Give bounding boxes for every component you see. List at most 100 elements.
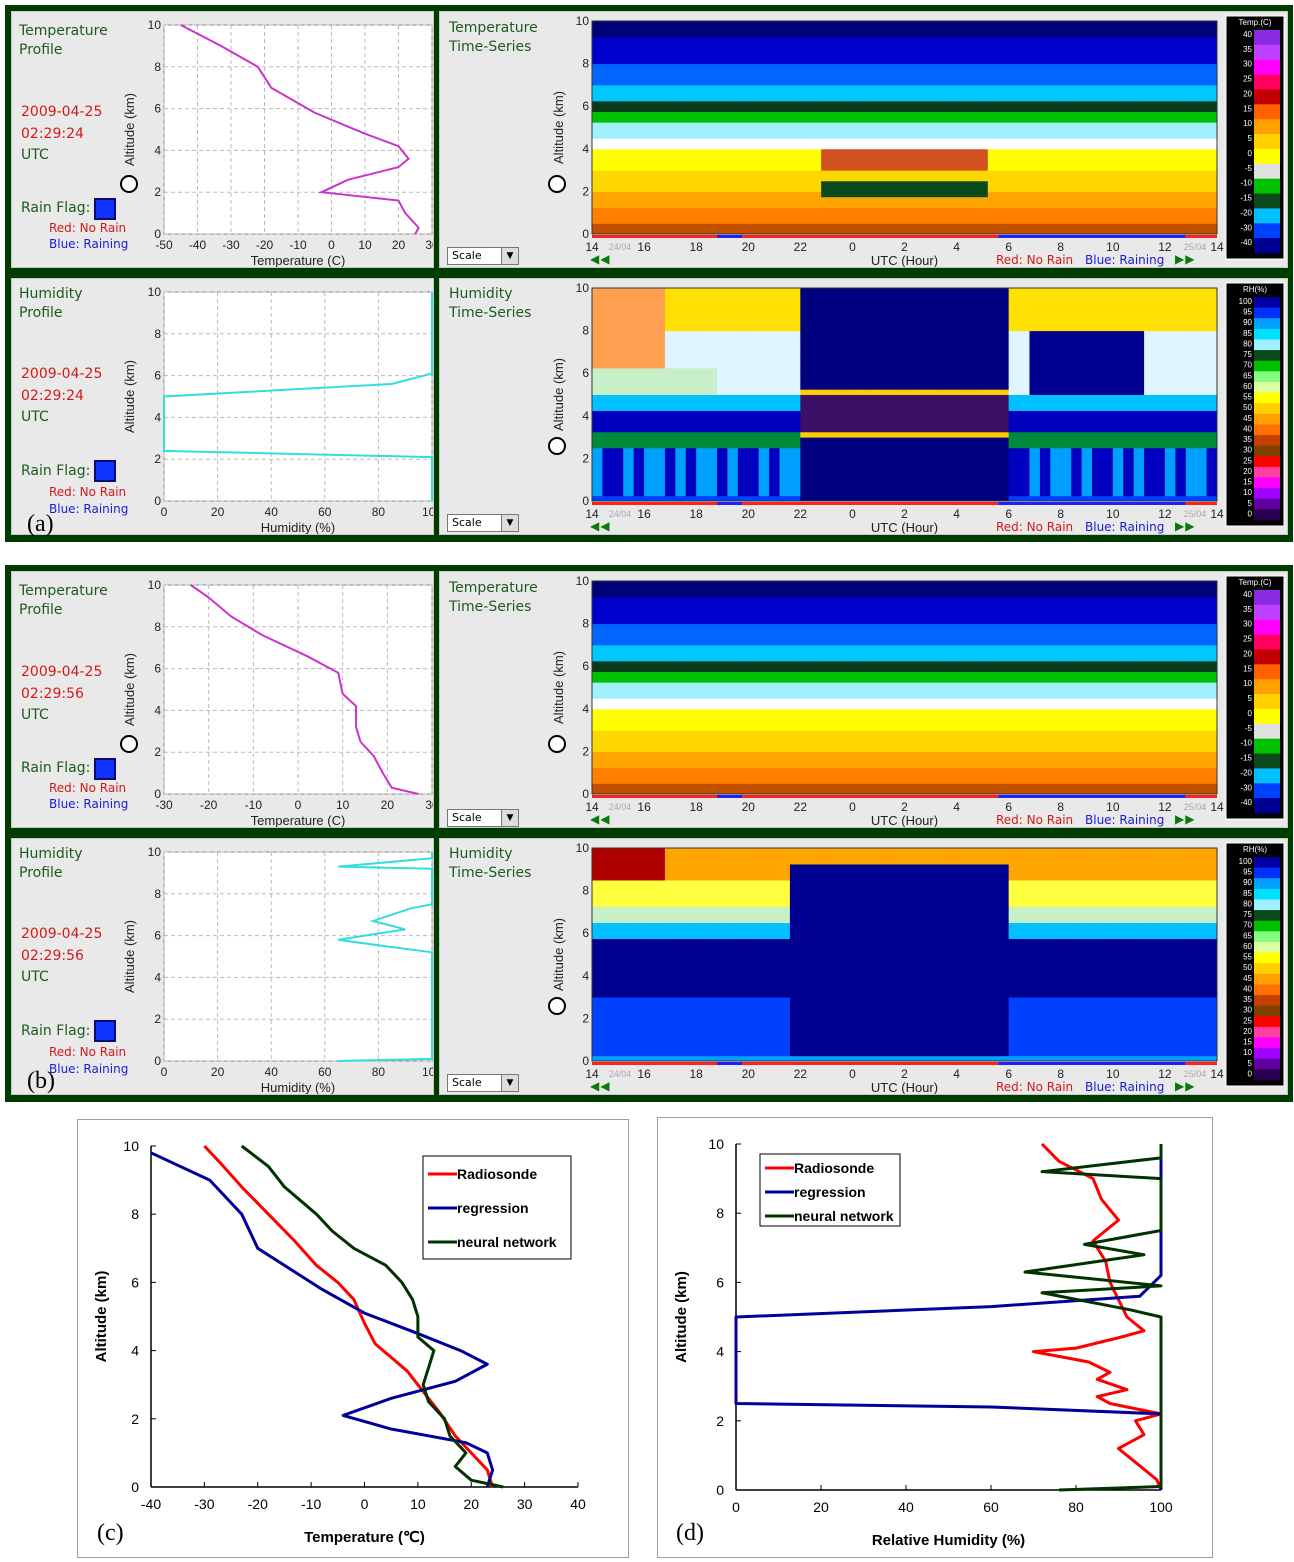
heatmap-cell — [717, 416, 728, 422]
heatmap-cell — [1155, 347, 1166, 353]
heatmap-cell — [946, 485, 957, 491]
heatmap-cell — [759, 159, 770, 165]
heatmap-cell — [592, 175, 603, 181]
heatmap-cell — [988, 373, 999, 379]
heatmap-cell — [800, 336, 811, 342]
heatmap-cell — [1175, 309, 1186, 315]
heatmap-cell — [967, 101, 978, 107]
heatmap-cell — [821, 320, 832, 326]
heatmap-cell — [1155, 320, 1166, 326]
heatmap-cell — [915, 165, 926, 171]
heatmap-cell — [1102, 410, 1113, 416]
heatmap-cell — [936, 315, 947, 321]
heatmap-cell — [655, 480, 666, 486]
heatmap-cell — [946, 218, 957, 224]
heatmap-cell — [1009, 37, 1020, 43]
heatmap-cell — [832, 101, 843, 107]
heatmap-cell — [1134, 384, 1145, 390]
heatmap-cell — [602, 395, 613, 401]
heatmap-cell — [665, 133, 676, 139]
heatmap-cell — [988, 154, 999, 160]
heatmap-cell — [1165, 299, 1176, 305]
heatmap-cell — [967, 223, 978, 229]
heatmap-cell — [905, 299, 916, 305]
heatmap-cell — [957, 336, 968, 342]
heatmap-cell — [1207, 143, 1218, 149]
heatmap-cell — [884, 474, 895, 480]
heatmap-cell — [1040, 58, 1051, 64]
heatmap-cell — [1155, 112, 1166, 118]
heatmap-cell — [1186, 223, 1197, 229]
heatmap-cell — [800, 170, 811, 176]
heatmap-cell — [759, 368, 770, 374]
heatmap-cell — [821, 474, 832, 480]
heatmap-cell — [665, 352, 676, 358]
heatmap-cell — [1196, 42, 1207, 48]
heatmap-cell — [936, 293, 947, 299]
heatmap-cell — [780, 464, 791, 470]
heatmap-cell — [634, 315, 645, 321]
heatmap-cell — [665, 74, 676, 80]
heatmap-cell — [675, 96, 686, 102]
heatmap-cell — [1165, 223, 1176, 229]
heatmap-cell — [967, 143, 978, 149]
heatmap-cell — [1113, 80, 1124, 86]
heatmap-cell — [665, 165, 676, 171]
heatmap-cell — [1175, 442, 1186, 448]
heatmap-cell — [1009, 159, 1020, 165]
heatmap-cell — [623, 448, 634, 454]
heatmap-cell — [925, 143, 936, 149]
heatmap-cell — [759, 320, 770, 326]
heatmap-cell — [686, 421, 697, 427]
heatmap-cell — [738, 96, 749, 102]
heatmap-cell — [894, 181, 905, 187]
heatmap-cell — [1165, 352, 1176, 358]
heatmap-cell — [644, 421, 655, 427]
heatmap-cell — [936, 186, 947, 192]
heatmap-cell — [1207, 21, 1218, 27]
heatmap-cell — [686, 490, 697, 496]
heatmap-cell — [707, 464, 718, 470]
heatmap-cell — [623, 32, 634, 38]
heatmap-cell — [748, 442, 759, 448]
heatmap-cell — [1196, 175, 1207, 181]
heatmap-cell — [946, 117, 957, 123]
heatmap-cell — [769, 213, 780, 219]
heatmap-cell — [790, 133, 801, 139]
heatmap-cell — [1030, 299, 1041, 305]
heatmap-cell — [613, 112, 624, 118]
heatmap-cell — [665, 379, 676, 385]
heatmap-cell — [1134, 122, 1145, 128]
heatmap-cell — [727, 384, 738, 390]
heatmap-cell — [925, 69, 936, 75]
heatmap-cell — [1071, 218, 1082, 224]
heatmap-cell — [1061, 368, 1072, 374]
heatmap-cell — [1030, 133, 1041, 139]
heatmap-cell — [852, 106, 863, 112]
heatmap-cell — [602, 101, 613, 107]
heatmap-cell — [780, 48, 791, 54]
heatmap-cell — [842, 42, 853, 48]
heatmap-cell — [1196, 53, 1207, 59]
heatmap-cell — [665, 363, 676, 369]
heatmap-cell — [1207, 202, 1218, 208]
heatmap-cell — [1134, 165, 1145, 171]
heatmap-cell — [1009, 213, 1020, 219]
heatmap-cell — [759, 112, 770, 118]
heatmap-cell — [759, 175, 770, 181]
heatmap-cell — [852, 207, 863, 213]
heatmap-cell — [644, 122, 655, 128]
heatmap-cell — [988, 21, 999, 27]
heatmap-cell — [842, 101, 853, 107]
heatmap-cell — [1019, 304, 1030, 310]
heatmap-cell — [748, 368, 759, 374]
heatmap-cell — [957, 149, 968, 155]
heatmap-cell — [707, 315, 718, 321]
heatmap-cell — [655, 69, 666, 75]
heatmap-cell — [592, 106, 603, 112]
heatmap-cell — [915, 469, 926, 475]
heatmap-cell — [675, 410, 686, 416]
heatmap-cell — [894, 26, 905, 32]
heatmap-cell — [1082, 186, 1093, 192]
heatmap-cell — [1123, 143, 1134, 149]
